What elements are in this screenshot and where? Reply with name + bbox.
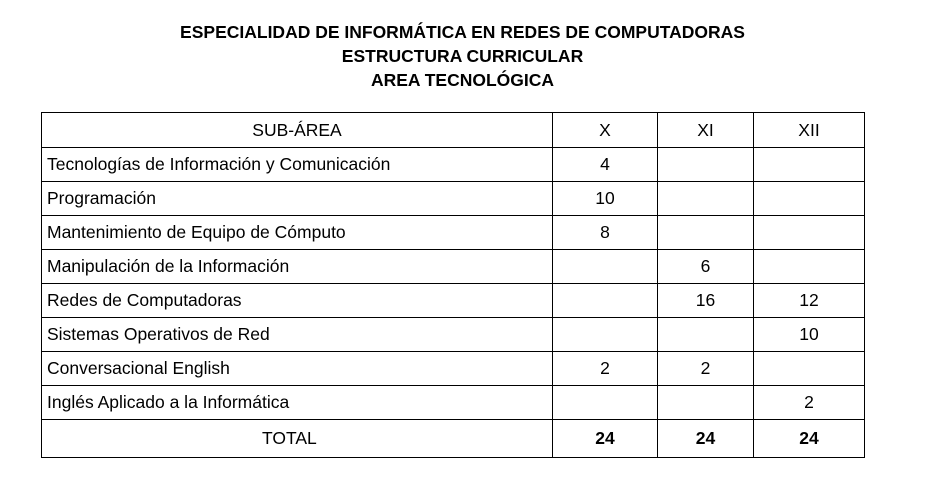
hours-x-cell: 4 bbox=[552, 147, 658, 182]
subarea-cell: Manipulación de la Información bbox=[41, 249, 553, 284]
column-header-subarea: SUB-ÁREA bbox=[41, 112, 553, 148]
hours-x-cell bbox=[552, 317, 658, 352]
hours-xii-cell bbox=[753, 249, 865, 284]
hours-xii-cell: 2 bbox=[753, 385, 865, 420]
column-header-xii: XII bbox=[753, 112, 865, 148]
hours-xi-cell: 16 bbox=[657, 283, 754, 318]
hours-xii-cell: 10 bbox=[753, 317, 865, 352]
hours-xi-cell: 6 bbox=[657, 249, 754, 284]
total-x-cell: 24 bbox=[552, 419, 658, 458]
table-header-row: SUB-ÁREA X XI XII bbox=[41, 112, 865, 148]
table-row: Tecnologías de Información y Comunicació… bbox=[41, 147, 865, 182]
table-row: Inglés Aplicado a la Informática 2 bbox=[41, 385, 865, 420]
hours-xi-cell bbox=[657, 147, 754, 182]
hours-xii-cell: 12 bbox=[753, 283, 865, 318]
table-row: Redes de Computadoras 16 12 bbox=[41, 283, 865, 318]
heading-line-area: AREA TECNOLÓGICA bbox=[370, 70, 555, 90]
total-row: TOTAL 24 24 24 bbox=[41, 419, 865, 458]
hours-x-cell: 8 bbox=[552, 215, 658, 250]
hours-xii-cell bbox=[753, 147, 865, 182]
hours-xi-cell bbox=[657, 181, 754, 216]
document-heading: ESPECIALIDAD DE INFORMÁTICA EN REDES DE … bbox=[0, 20, 925, 92]
hours-xii-cell bbox=[753, 181, 865, 216]
hours-x-cell bbox=[552, 249, 658, 284]
table-row: Programación 10 bbox=[41, 181, 865, 216]
subarea-cell: Inglés Aplicado a la Informática bbox=[41, 385, 553, 420]
hours-xii-cell bbox=[753, 215, 865, 250]
hours-x-cell: 10 bbox=[552, 181, 658, 216]
heading-line-specialty: ESPECIALIDAD DE INFORMÁTICA EN REDES DE … bbox=[180, 22, 745, 42]
total-xii-cell: 24 bbox=[753, 419, 865, 458]
subarea-cell: Tecnologías de Información y Comunicació… bbox=[41, 147, 553, 182]
table-row: Mantenimiento de Equipo de Cómputo 8 bbox=[41, 215, 865, 250]
table-row: Sistemas Operativos de Red 10 bbox=[41, 317, 865, 352]
subarea-cell: Programación bbox=[41, 181, 553, 216]
hours-xi-cell bbox=[657, 385, 754, 420]
total-xi-cell: 24 bbox=[657, 419, 754, 458]
hours-xi-cell bbox=[657, 317, 754, 352]
table-row: Conversacional English 2 2 bbox=[41, 351, 865, 386]
subarea-cell: Conversacional English bbox=[41, 351, 553, 386]
subarea-cell: Redes de Computadoras bbox=[41, 283, 553, 318]
hours-xi-cell bbox=[657, 215, 754, 250]
table-row: Manipulación de la Información 6 bbox=[41, 249, 865, 284]
hours-xii-cell bbox=[753, 351, 865, 386]
hours-x-cell: 2 bbox=[552, 351, 658, 386]
hours-x-cell bbox=[552, 283, 658, 318]
total-label: TOTAL bbox=[41, 419, 553, 458]
hours-x-cell bbox=[552, 385, 658, 420]
hours-xi-cell: 2 bbox=[657, 351, 754, 386]
column-header-x: X bbox=[552, 112, 658, 148]
subarea-cell: Sistemas Operativos de Red bbox=[41, 317, 553, 352]
curriculum-table: SUB-ÁREA X XI XII Tecnologías de Informa… bbox=[41, 112, 865, 458]
column-header-xi: XI bbox=[657, 112, 754, 148]
subarea-cell: Mantenimiento de Equipo de Cómputo bbox=[41, 215, 553, 250]
heading-line-structure: ESTRUCTURA CURRICULAR bbox=[341, 46, 584, 66]
